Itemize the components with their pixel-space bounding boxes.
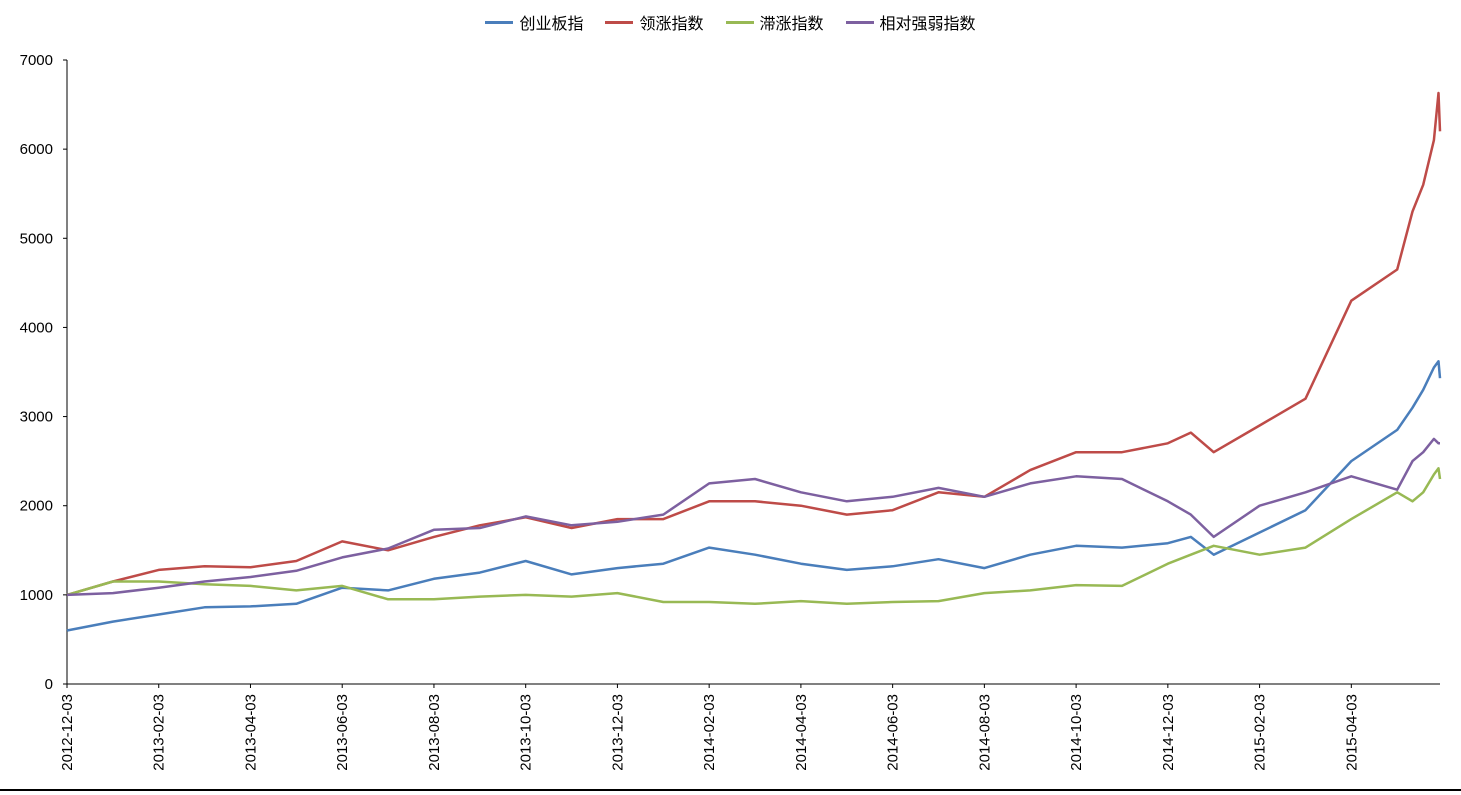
x-tick-label: 2013-08-03 [426,694,443,771]
legend-swatch [845,20,874,24]
x-tick-label: 2014-04-03 [793,694,810,771]
series-line-1 [66,91,1442,597]
x-tick-label: 2015-02-03 [1252,694,1269,771]
legend-swatch [725,20,754,24]
y-tick-label: 1000 [20,587,53,604]
y-tick-label: 7000 [20,52,53,69]
legend-label: 创业板指 [519,16,584,33]
legend-label: 相对强弱指数 [879,16,976,33]
y-tick-label: 2000 [20,498,53,515]
x-tick-label: 2013-02-03 [151,694,168,771]
bottom-divider [0,789,1461,791]
y-tick-label: 6000 [20,141,53,158]
x-tick-label: 2014-06-03 [885,694,902,771]
x-tick-label: 2013-10-03 [518,694,535,771]
legend-item-chinext: 创业板指 [485,10,583,34]
series-line-2 [66,467,1442,606]
x-tick-label: 2014-08-03 [976,694,993,771]
y-tick-label: 5000 [20,230,53,247]
x-tick-label: 2014-12-03 [1160,694,1177,771]
legend: 创业板指 领涨指数 滞涨指数 相对强弱指数 [0,10,1461,34]
y-tick-label: 0 [45,676,53,693]
legend-item-lagging: 滞涨指数 [725,10,824,34]
legend-swatch [485,20,514,24]
x-tick-label: 2013-12-03 [609,694,626,771]
legend-swatch [605,20,634,24]
y-tick-label: 3000 [20,409,53,426]
x-tick-label: 2013-06-03 [334,694,351,771]
legend-label: 滞涨指数 [759,16,824,33]
x-tick-label: 2015-04-03 [1343,694,1360,771]
x-tick-label: 2014-10-03 [1068,694,1085,771]
y-tick-label: 4000 [20,319,53,336]
legend-item-relative-strength: 相对强弱指数 [845,10,976,34]
x-tick-label: 2013-04-03 [242,694,259,771]
x-tick-label: 2012-12-03 [59,694,76,771]
legend-item-leading: 领涨指数 [605,10,704,34]
x-tick-label: 2014-02-03 [701,694,718,771]
series-line-3 [66,437,1440,597]
series-line-0 [66,360,1442,632]
legend-label: 领涨指数 [639,16,704,33]
